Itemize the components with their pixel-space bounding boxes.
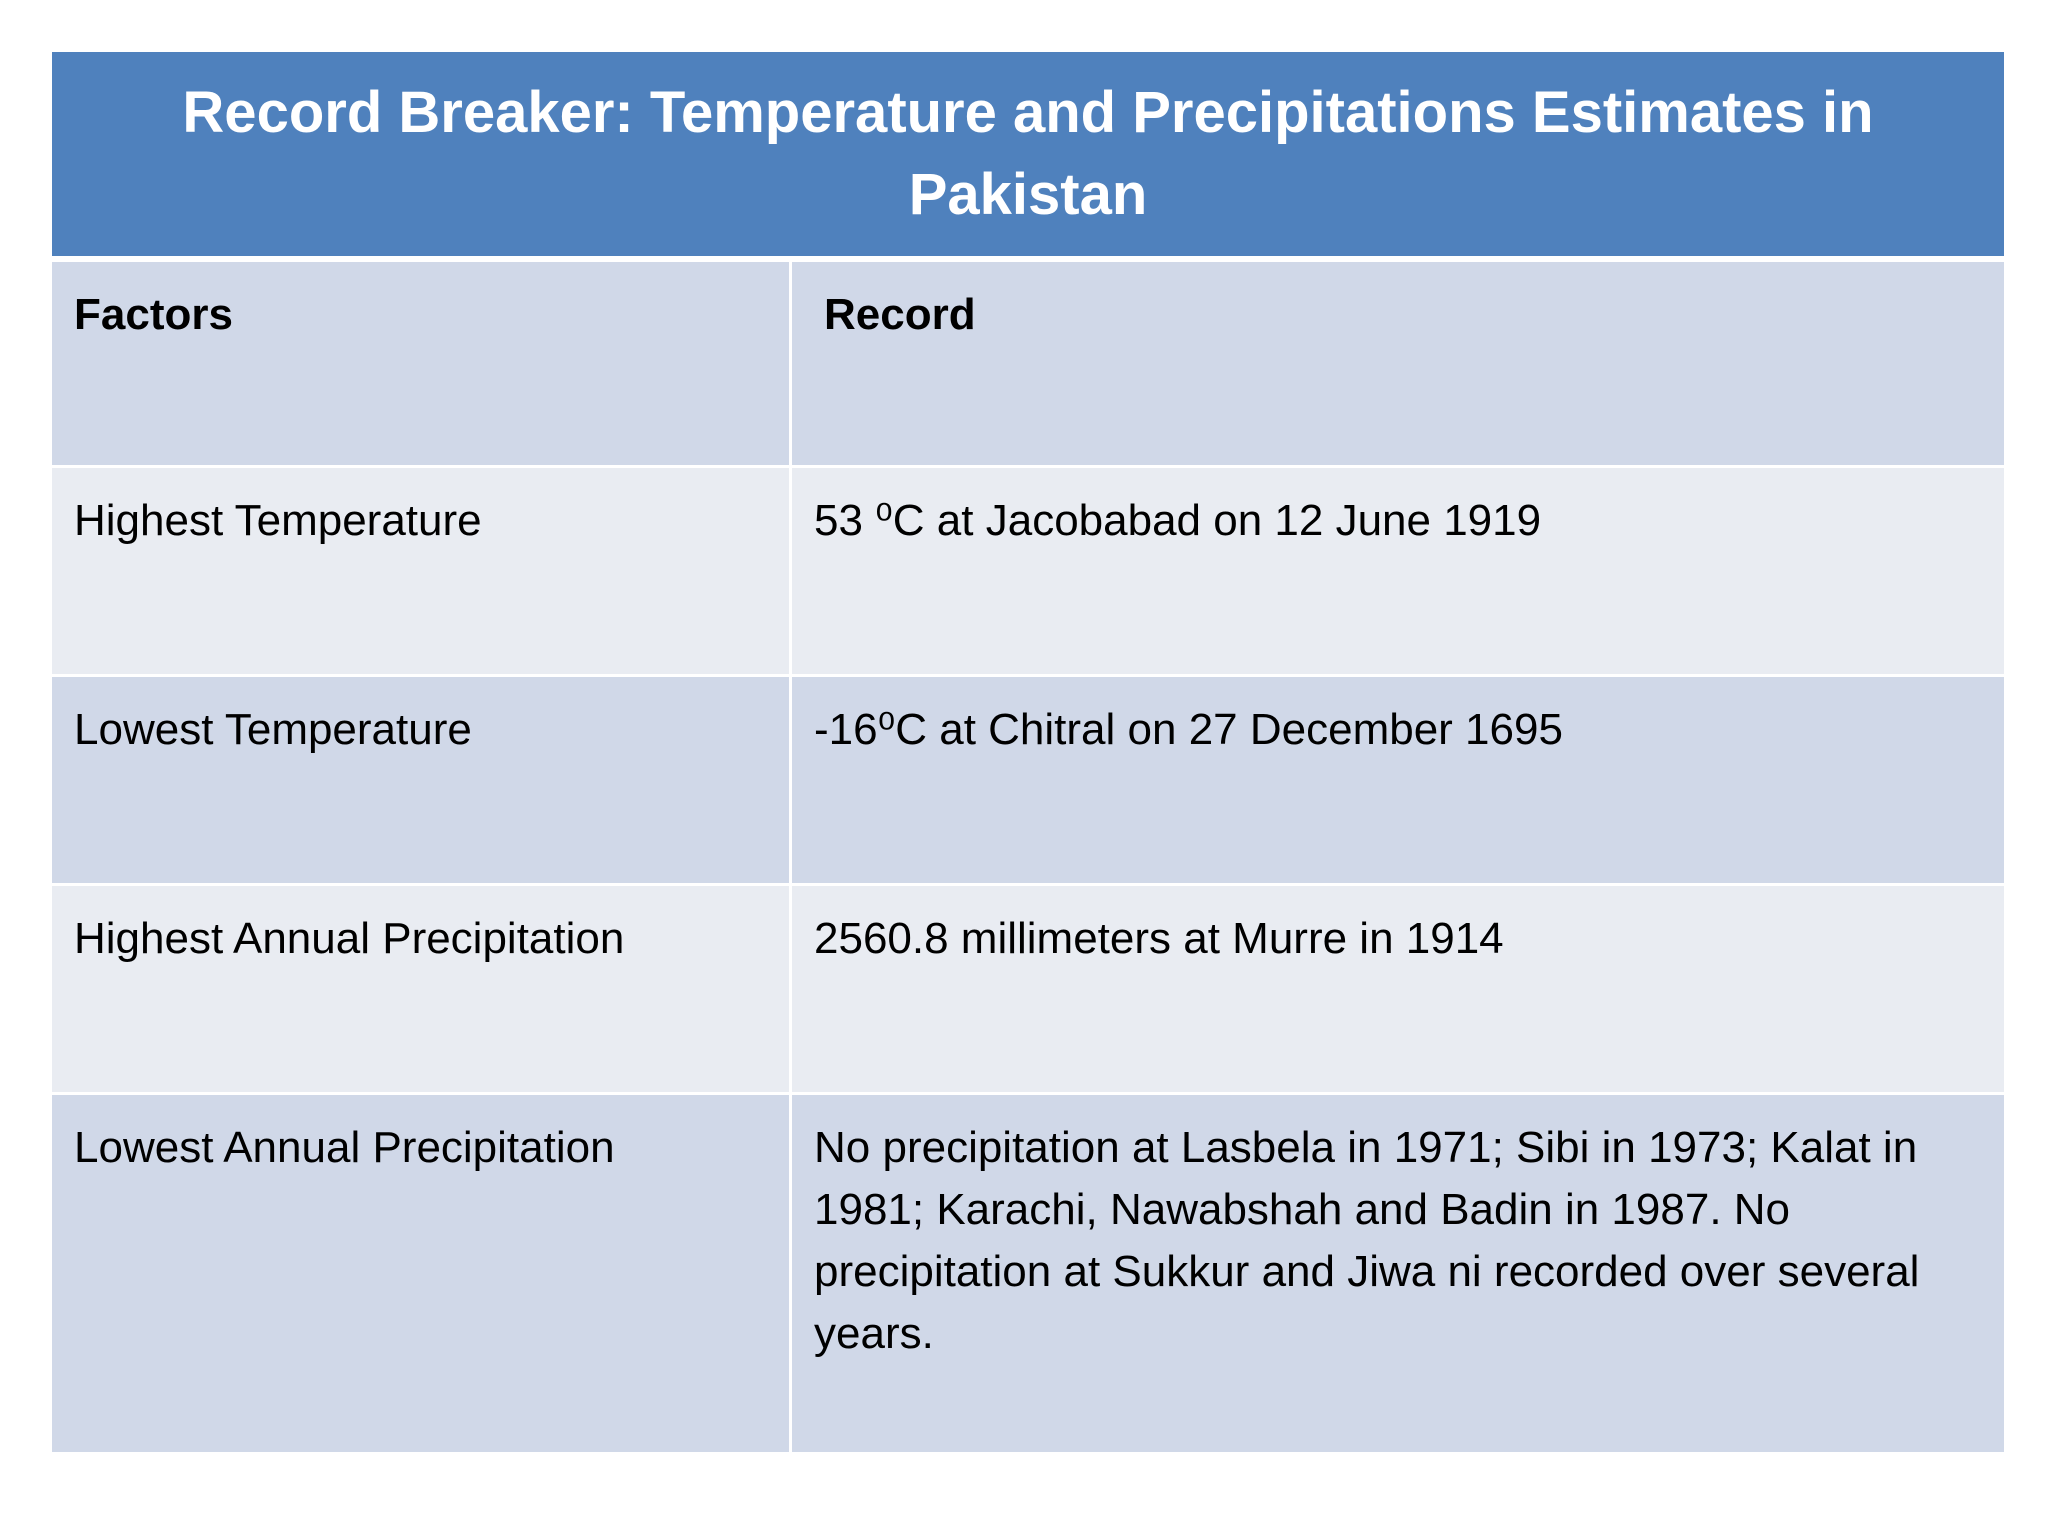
factor-cell: Lowest Annual Precipitation: [52, 1095, 792, 1455]
record-cell: -16⁰C at Chitral on 27 December 1695: [792, 677, 2004, 886]
factor-cell: Highest Temperature: [52, 468, 792, 677]
slide-title: Record Breaker: Temperature and Precipit…: [182, 80, 1874, 227]
factor-cell: Lowest Temperature: [52, 677, 792, 886]
slide: Record Breaker: Temperature and Precipit…: [52, 52, 2004, 1455]
header-cell-record: Record: [792, 262, 2004, 468]
record-cell: 53 ⁰C at Jacobabad on 12 June 1919: [792, 468, 2004, 677]
records-table: Factors Record Highest Temperature 53 ⁰C…: [52, 256, 2004, 1455]
record-cell: No precipitation at Lasbela in 1971; Sib…: [792, 1095, 2004, 1455]
title-bar: Record Breaker: Temperature and Precipit…: [52, 52, 2004, 256]
header-cell-factors: Factors: [52, 262, 792, 468]
record-cell: 2560.8 millimeters at Murre in 1914: [792, 886, 2004, 1095]
factor-cell: Highest Annual Precipitation: [52, 886, 792, 1095]
